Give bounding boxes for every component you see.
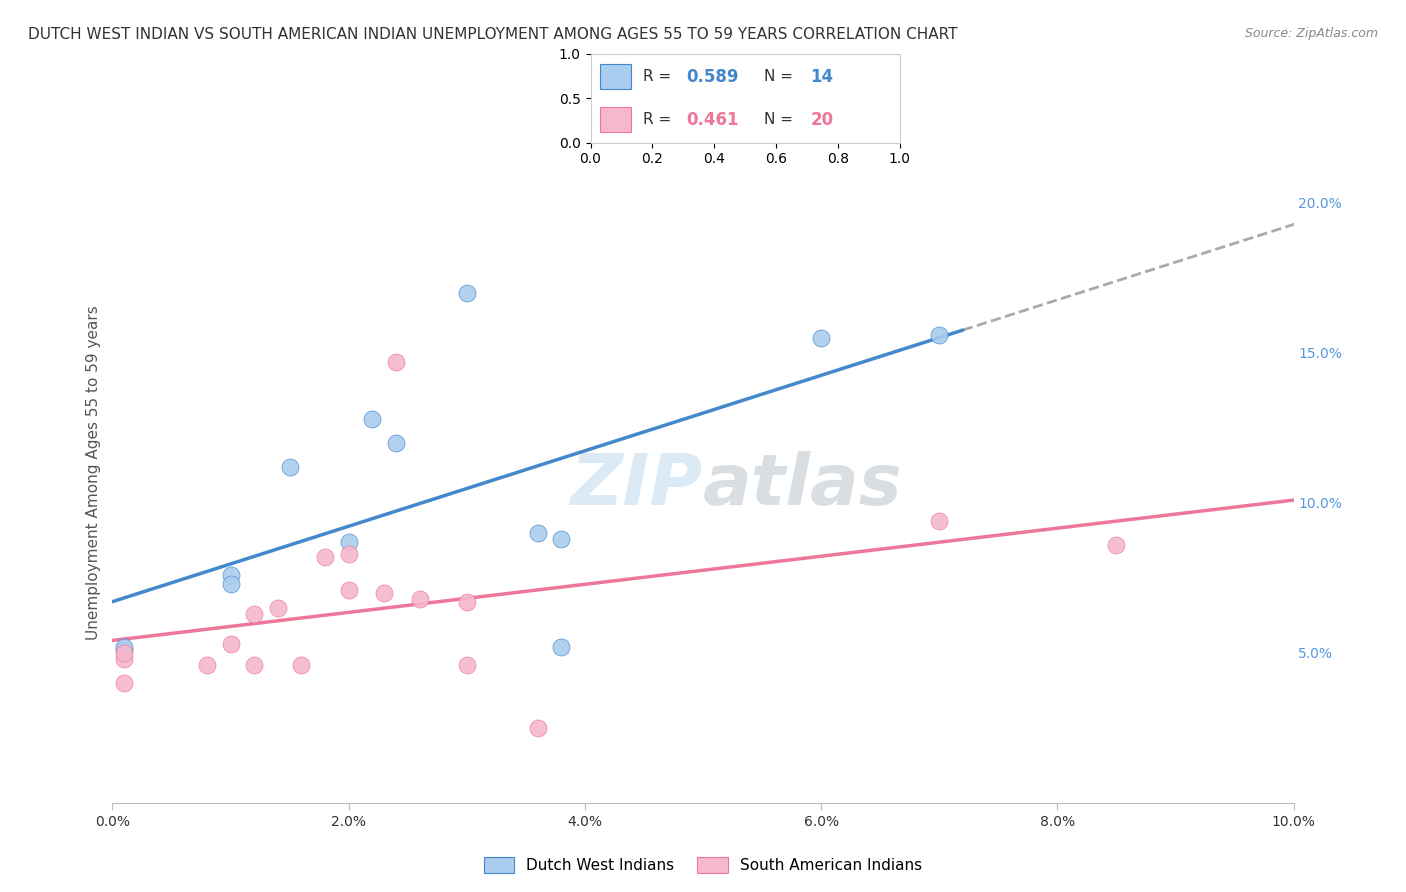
- Y-axis label: Unemployment Among Ages 55 to 59 years: Unemployment Among Ages 55 to 59 years: [86, 305, 101, 640]
- Point: [810, 331, 832, 345]
- Point: [219, 576, 242, 591]
- Point: [243, 657, 266, 672]
- Point: [337, 582, 360, 597]
- Point: [550, 640, 572, 654]
- Point: [112, 646, 135, 660]
- Point: [456, 285, 478, 300]
- Point: [219, 567, 242, 582]
- Text: 14: 14: [810, 68, 834, 86]
- Point: [112, 675, 135, 690]
- Point: [267, 600, 290, 615]
- Point: [112, 642, 135, 657]
- Point: [385, 435, 408, 450]
- Text: R =: R =: [643, 70, 676, 84]
- Point: [112, 652, 135, 666]
- Point: [928, 327, 950, 342]
- Point: [408, 591, 430, 606]
- Point: [290, 657, 312, 672]
- Text: 20: 20: [810, 111, 834, 128]
- Point: [195, 657, 218, 672]
- Point: [337, 547, 360, 561]
- Point: [550, 532, 572, 546]
- Point: [456, 595, 478, 609]
- Text: atlas: atlas: [703, 451, 903, 520]
- Text: 0.589: 0.589: [686, 68, 740, 86]
- Text: ZIP: ZIP: [571, 451, 703, 520]
- Text: R =: R =: [643, 112, 676, 127]
- Point: [361, 411, 384, 425]
- Point: [385, 355, 408, 369]
- Text: N =: N =: [763, 70, 797, 84]
- Legend: Dutch West Indians, South American Indians: Dutch West Indians, South American India…: [477, 850, 929, 881]
- Point: [1105, 538, 1128, 552]
- FancyBboxPatch shape: [600, 107, 631, 132]
- Text: N =: N =: [763, 112, 797, 127]
- Text: Source: ZipAtlas.com: Source: ZipAtlas.com: [1244, 27, 1378, 40]
- Text: 0.461: 0.461: [686, 111, 740, 128]
- Point: [456, 657, 478, 672]
- Point: [928, 514, 950, 528]
- Point: [373, 586, 395, 600]
- Point: [526, 721, 548, 735]
- Point: [337, 534, 360, 549]
- FancyBboxPatch shape: [600, 64, 631, 89]
- Point: [112, 640, 135, 654]
- Point: [278, 459, 301, 474]
- Point: [243, 607, 266, 621]
- Point: [314, 549, 336, 564]
- Point: [219, 637, 242, 651]
- Text: DUTCH WEST INDIAN VS SOUTH AMERICAN INDIAN UNEMPLOYMENT AMONG AGES 55 TO 59 YEAR: DUTCH WEST INDIAN VS SOUTH AMERICAN INDI…: [28, 27, 957, 42]
- Point: [526, 525, 548, 540]
